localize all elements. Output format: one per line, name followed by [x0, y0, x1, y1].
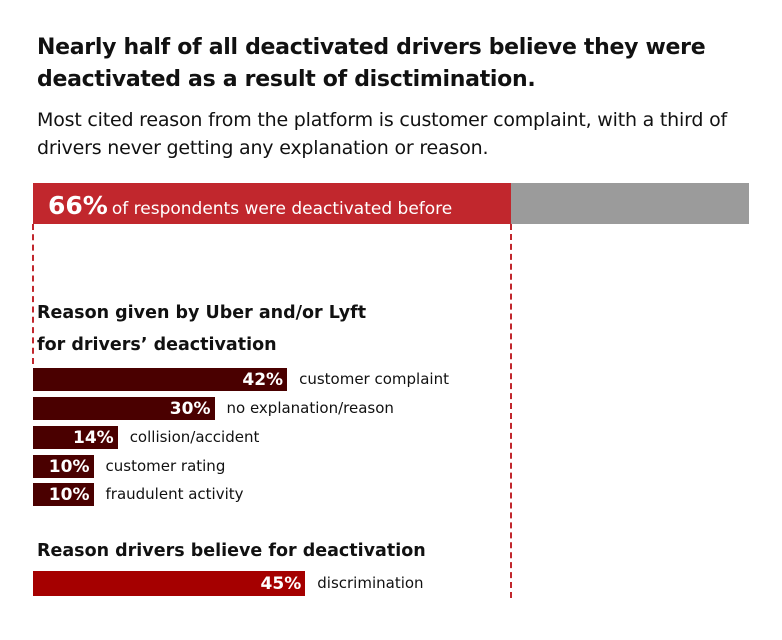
platform-reasons-title-line2: for drivers’ deactivation	[37, 335, 277, 355]
bar-category-label: customer complaint	[299, 370, 449, 388]
bar-category-label: collision/accident	[129, 428, 260, 446]
platform-reasons-title: Reason given by Uber and/or Lyft for dri…	[37, 297, 366, 361]
bar-category-label: no explanation/reason	[226, 399, 394, 417]
bar-value-label: 14%	[72, 428, 114, 448]
bar-value-label: 10%	[48, 457, 90, 477]
right-dashed-line	[510, 224, 512, 598]
deactivated-bar	[33, 183, 511, 224]
bar-no-explanation-reason: 30%	[33, 397, 215, 420]
bar-category-label: customer rating	[105, 457, 226, 475]
bar-fraudulent-activity: 10%	[33, 483, 94, 506]
bar-collision-accident: 14%	[33, 426, 118, 449]
deactivated-text: of respondents were deactivated before	[111, 199, 453, 219]
left-dashed-line	[32, 224, 34, 364]
bar-customer-rating: 10%	[33, 455, 94, 478]
deactivated-value: 66%	[48, 191, 108, 220]
chart-title: Nearly half of all deactivated drivers b…	[37, 35, 706, 92]
bar-category-label: fraudulent activity	[105, 485, 244, 503]
bar-value-label: 30%	[169, 399, 211, 419]
bar-customer-complaint: 42%	[33, 368, 288, 391]
bar-value-label: 45%	[260, 574, 302, 594]
chart-subtitle: Most cited reason from the platform is c…	[37, 109, 727, 159]
platform-reasons-title-line1: Reason given by Uber and/or Lyft	[37, 303, 367, 323]
bar-value-label: 10%	[48, 485, 90, 505]
remainder-bar	[511, 183, 749, 224]
driver-reasons-title: Reason drivers believe for deactivation	[37, 541, 426, 561]
deactivated-label: 66% of respondents were deactivated befor…	[48, 183, 452, 224]
bar-discrimination: 45%	[33, 571, 306, 596]
bar-value-label: 42%	[242, 370, 284, 390]
bar-category-label: discrimination	[317, 574, 424, 592]
